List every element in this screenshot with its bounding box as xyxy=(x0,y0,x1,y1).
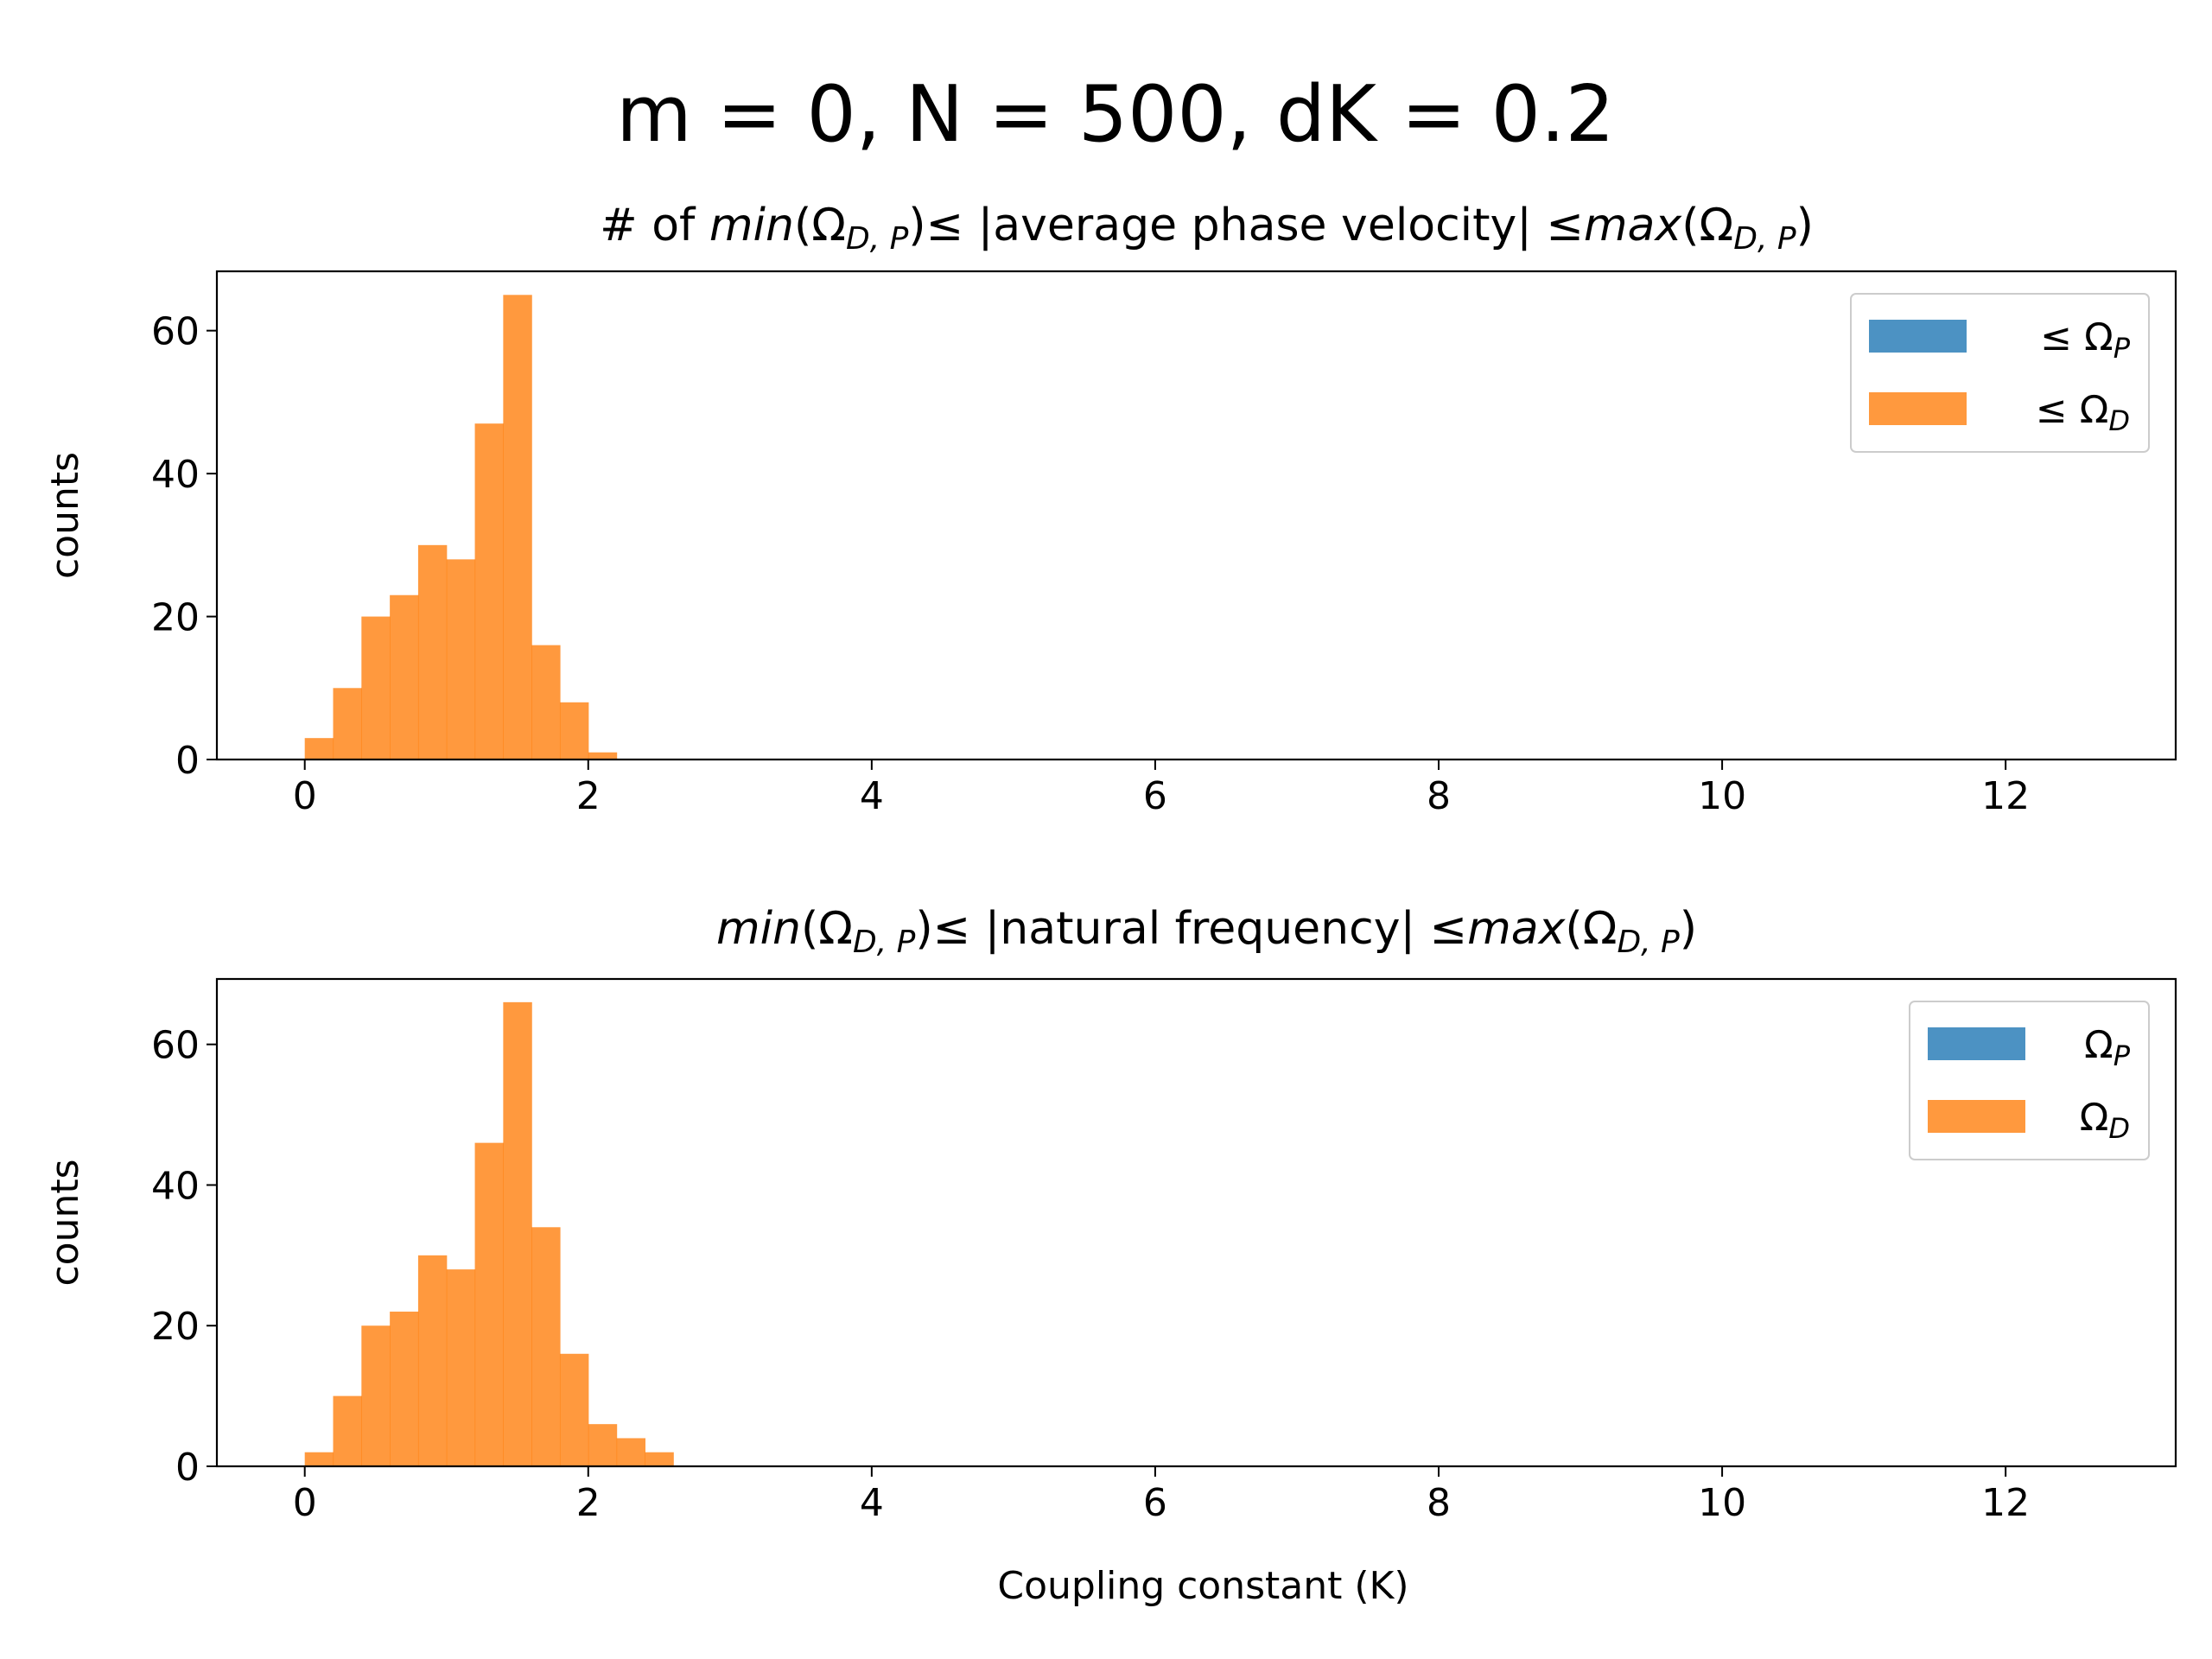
x-tick-label: 4 xyxy=(860,1481,884,1525)
histogram-bar xyxy=(559,702,589,760)
histogram-bar xyxy=(474,423,504,760)
x-tick-label: 6 xyxy=(1143,1481,1167,1525)
legend-swatch-p xyxy=(1869,320,1967,353)
x-tick-label: 12 xyxy=(1981,1481,2030,1525)
histogram-bar xyxy=(390,594,419,760)
y-axis-label: counts xyxy=(43,1159,87,1286)
histogram-bar xyxy=(503,295,532,760)
histogram-bar xyxy=(446,559,476,760)
subplot-title: # of min(ΩD, P)≤ |average phase velocity… xyxy=(600,200,1814,257)
x-tick-label: 10 xyxy=(1698,774,1746,818)
histogram-bar xyxy=(446,1269,476,1466)
x-tick-label: 8 xyxy=(1427,1481,1451,1525)
y-tick-label: 40 xyxy=(151,1164,200,1208)
series-d-bars xyxy=(304,295,618,760)
x-tick-label: 0 xyxy=(293,1481,317,1525)
histogram-bar xyxy=(390,1311,419,1466)
histogram-bar xyxy=(417,544,448,760)
histogram-bar xyxy=(417,1255,448,1466)
y-tick-label: 20 xyxy=(151,1305,200,1349)
x-tick-label: 10 xyxy=(1698,1481,1746,1525)
x-tick-label: 8 xyxy=(1427,774,1451,818)
histogram-bar xyxy=(361,1325,391,1466)
x-tick-label: 2 xyxy=(576,1481,601,1525)
y-tick-label: 20 xyxy=(151,596,200,640)
x-tick-label: 6 xyxy=(1143,774,1167,818)
legend-swatch-p xyxy=(1928,1027,2025,1060)
histogram-bar xyxy=(474,1142,504,1466)
subplot-natural-frequency: 0 2 4 6 8 10 12 0 20 40 60 counts Coupling constant … xyxy=(43,903,2177,1608)
histogram-bar xyxy=(503,1001,532,1466)
y-tick-label: 0 xyxy=(175,1446,200,1490)
y-axis-label: counts xyxy=(43,452,87,579)
x-axis-label: Coupling constant (K) xyxy=(997,1564,1408,1608)
legend-label-p: ΩP xyxy=(2084,1023,2131,1072)
series-d-bars xyxy=(304,1001,674,1466)
y-tick-label: 60 xyxy=(151,1024,200,1068)
histogram-bar xyxy=(361,616,391,760)
legend-swatch-d xyxy=(1869,392,1967,425)
subplot-title: min(ΩD, P)≤ |natural frequency| ≤max(ΩD,… xyxy=(716,903,1697,960)
histogram-bar xyxy=(616,1438,645,1466)
histogram-bar xyxy=(588,1424,618,1466)
x-tick-label: 0 xyxy=(293,774,317,818)
legend-label-d: ΩD xyxy=(2080,1096,2130,1145)
histogram-bar xyxy=(588,752,618,760)
y-tick-label: 0 xyxy=(175,739,200,783)
histogram-bar xyxy=(304,1452,334,1466)
legend: ΩP ΩD xyxy=(1909,1001,2150,1160)
histogram-bar xyxy=(559,1353,589,1466)
histogram-bar xyxy=(304,738,334,760)
histogram-bar xyxy=(333,1395,362,1466)
x-tick-label: 12 xyxy=(1981,774,2030,818)
axes-frame xyxy=(215,270,2177,761)
histogram-bar xyxy=(531,1227,561,1466)
legend: ≤ ΩP ≤ ΩD xyxy=(1850,293,2150,453)
axes-frame xyxy=(215,977,2177,1468)
y-tick-label: 60 xyxy=(151,310,200,354)
figure-suptitle: m = 0, N = 500, dK = 0.2 xyxy=(616,69,1615,160)
legend-swatch-d xyxy=(1928,1100,2025,1133)
x-tick-label: 2 xyxy=(576,774,601,818)
histogram-bar xyxy=(645,1452,674,1466)
y-tick-label: 40 xyxy=(151,453,200,497)
subplot-average-phase-velocity: 0 2 4 6 8 10 12 0 20 40 60 counts # of min(ΩD, P)≤ |… xyxy=(43,200,2177,818)
legend-label-p: ≤ ΩP xyxy=(2040,315,2130,365)
histogram-bar xyxy=(333,688,362,760)
x-tick-label: 4 xyxy=(860,774,884,818)
histogram-bar xyxy=(531,645,561,760)
legend-label-d: ≤ ΩD xyxy=(2036,388,2130,437)
